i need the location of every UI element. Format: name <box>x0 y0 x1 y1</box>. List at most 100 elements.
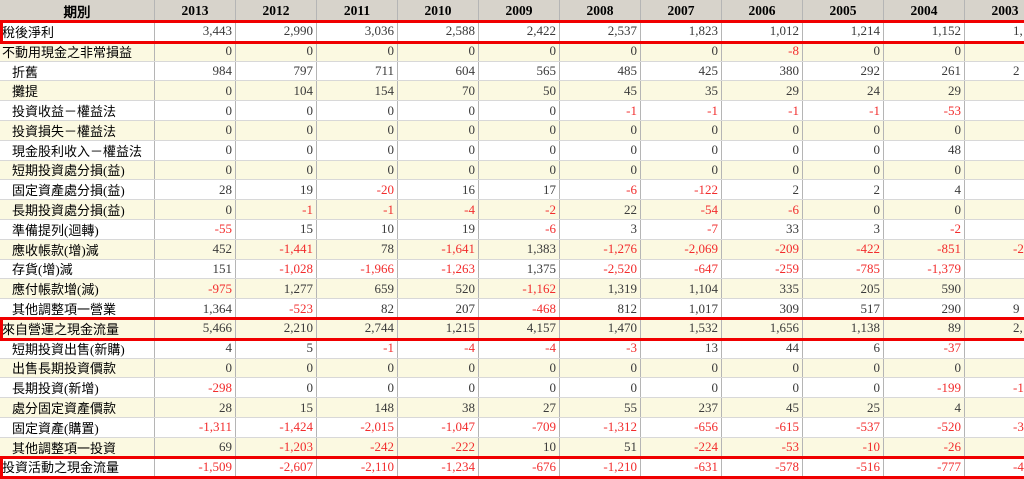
cell-2004: -1,379 <box>884 259 965 279</box>
table-row: 不動用現金之非常損益 0 0 0 0 0 0 0 -8 0 0 <box>0 41 1024 62</box>
cell-2008: 485 <box>560 61 641 81</box>
cell-2003 <box>965 180 1024 199</box>
cell-2009: 0 <box>479 160 560 180</box>
cell-2003: -1 <box>965 378 1024 397</box>
table-header-row: 期別 2013 2012 2011 2010 2009 2008 2007 2006 2005 20… <box>0 0 1024 22</box>
cell-2008: 1,319 <box>560 279 641 299</box>
cell-2010: 19 <box>398 219 479 239</box>
cell-2005: 24 <box>803 81 884 101</box>
col-header-2004: 2004 <box>884 0 965 21</box>
row-label: 短期投資出售(新購) <box>0 338 155 358</box>
cell-2009: 0 <box>479 378 560 398</box>
cell-2010: -1,234 <box>398 457 479 477</box>
cell-2008: -6 <box>560 180 641 200</box>
cell-2010: -1,263 <box>398 259 479 279</box>
cell-2004: -199 <box>884 378 965 398</box>
cell-2012: 5 <box>236 338 317 358</box>
cell-2006: 1,012 <box>722 22 803 41</box>
table-row: 應收帳款(增)減 452 -1,441 78 -1,641 1,383 -1,276 -2,0… <box>0 239 1024 260</box>
cell-2004: 89 <box>884 318 965 338</box>
cell-2011: 154 <box>317 81 398 101</box>
cell-2012: 1,277 <box>236 279 317 299</box>
cell-2007: -631 <box>641 457 722 477</box>
cell-2007: -122 <box>641 180 722 200</box>
cell-2006: 33 <box>722 219 803 239</box>
cell-2012: -1 <box>236 200 317 219</box>
cell-2009: 0 <box>479 120 560 140</box>
cell-2007: -224 <box>641 437 722 457</box>
cell-2012: 0 <box>236 101 317 120</box>
cell-2008: 2,537 <box>560 22 641 41</box>
cell-2009: 0 <box>479 101 560 120</box>
cell-2005: -785 <box>803 259 884 279</box>
cell-2006: -53 <box>722 437 803 457</box>
cell-2005: 0 <box>803 378 884 398</box>
cell-2011: -1 <box>317 200 398 219</box>
row-label: 長期投資(新增) <box>0 378 155 398</box>
table-row: 應付帳款增(減) -975 1,277 659 520 -1,162 1,319 1,104 3… <box>0 279 1024 300</box>
cell-2011: 659 <box>317 279 398 299</box>
cell-2007: 13 <box>641 338 722 358</box>
cell-2009: -6 <box>479 219 560 239</box>
cell-2013: 28 <box>155 180 236 200</box>
cell-2007: -2,069 <box>641 239 722 259</box>
col-header-2013: 2013 <box>155 0 236 21</box>
cell-2012: 0 <box>236 378 317 398</box>
table-row: 其他調整項一投資 69 -1,203 -242 -222 10 51 -224 -53 -10 -2… <box>0 437 1024 458</box>
cell-2011: 0 <box>317 140 398 160</box>
cell-2008: 0 <box>560 41 641 61</box>
col-header-2009: 2009 <box>479 0 560 21</box>
cell-2007: 35 <box>641 81 722 101</box>
cell-2012: 19 <box>236 180 317 200</box>
table-row: 固定資產處分損(益) 28 19 -20 16 17 -6 -122 2 2 4 <box>0 180 1024 201</box>
table-row: 存貨(增)減 151 -1,028 -1,966 -1,263 1,375 -2,520 -6… <box>0 259 1024 280</box>
cell-2007: 1,104 <box>641 279 722 299</box>
table-row: 準備提列(迴轉) -55 15 10 19 -6 3 -7 33 3 -2 <box>0 219 1024 240</box>
cell-2013: 0 <box>155 120 236 140</box>
cell-2012: -1,028 <box>236 259 317 279</box>
row-label: 其他調整項一營業 <box>0 299 155 318</box>
row-label: 出售長期投資價款 <box>0 358 155 378</box>
cell-2013: 0 <box>155 200 236 219</box>
cell-2013: 0 <box>155 81 236 101</box>
cell-2009: 565 <box>479 61 560 81</box>
cell-2013: 4 <box>155 338 236 358</box>
cell-2009: 17 <box>479 180 560 200</box>
cell-2012: 0 <box>236 160 317 180</box>
cell-2007: 1,017 <box>641 299 722 318</box>
cell-2012: 15 <box>236 219 317 239</box>
cell-2006: -1 <box>722 101 803 120</box>
cell-2006: 0 <box>722 160 803 180</box>
cell-2013: 28 <box>155 398 236 417</box>
cell-2004: 0 <box>884 358 965 378</box>
cell-2009: 4,157 <box>479 318 560 338</box>
cell-2009: 1,383 <box>479 239 560 259</box>
cell-2013: -55 <box>155 219 236 239</box>
col-header-2005: 2005 <box>803 0 884 21</box>
cell-2006: 0 <box>722 378 803 398</box>
cell-2010: 0 <box>398 120 479 140</box>
table-row: 處分固定資產價款 28 15 148 38 27 55 237 45 25 4 <box>0 398 1024 418</box>
row-label: 長期投資處分損(益) <box>0 200 155 219</box>
cell-2007: 0 <box>641 160 722 180</box>
cell-2008: 0 <box>560 140 641 160</box>
cell-2005: -422 <box>803 239 884 259</box>
cell-2007: 0 <box>641 140 722 160</box>
table-body: 稅後淨利 3,443 2,990 3,036 2,588 2,422 2,537 1,823 1… <box>0 22 1024 478</box>
cell-2011: 148 <box>317 398 398 417</box>
cell-2011: -242 <box>317 437 398 457</box>
cell-2008: -3 <box>560 338 641 358</box>
table-row: 現金股利收入－權益法 0 0 0 0 0 0 0 0 0 48 <box>0 140 1024 161</box>
cell-2009: 0 <box>479 41 560 61</box>
cell-2008: 0 <box>560 160 641 180</box>
cell-2011: -1,966 <box>317 259 398 279</box>
table-row: 短期投資出售(新購) 4 5 -1 -4 -4 -3 13 44 6 -37 <box>0 338 1024 359</box>
table-row: 長期投資(新增) -298 0 0 0 0 0 0 0 0 -199 -1 <box>0 378 1024 399</box>
cell-2005: 205 <box>803 279 884 299</box>
cell-2008: 51 <box>560 437 641 457</box>
cell-2004: 261 <box>884 61 965 81</box>
col-header-2010: 2010 <box>398 0 479 21</box>
cell-2011: 82 <box>317 299 398 318</box>
cell-2010: 70 <box>398 81 479 101</box>
